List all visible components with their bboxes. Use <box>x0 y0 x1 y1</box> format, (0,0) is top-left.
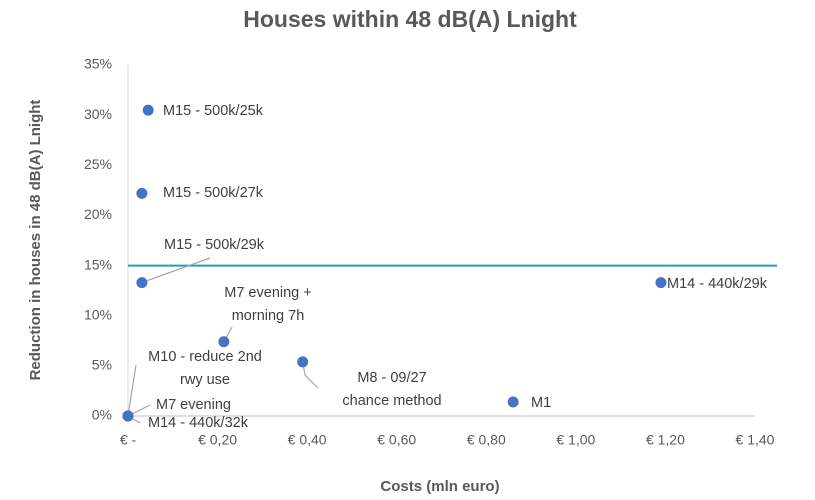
x-tick-label: € 1,20 <box>646 432 685 448</box>
point <box>136 277 148 289</box>
point-label: M15 - 500k/25k <box>163 103 264 119</box>
x-tick-label: € 0,60 <box>377 432 416 448</box>
y-tick-label: 0% <box>92 407 112 423</box>
x-tick-label: € - <box>120 432 137 448</box>
y-tick-label: 15% <box>84 256 112 272</box>
x-axis-title: Costs (mln euro) <box>380 478 499 495</box>
y-tick-label: 30% <box>84 106 112 122</box>
point <box>297 356 309 368</box>
point-label: M10 - reduce 2nd rwy use <box>148 349 262 388</box>
x-tick-label: € 1,40 <box>736 432 775 448</box>
point-label: M7 evening + morning 7h <box>224 285 311 324</box>
point-label: M14 - 440k/32k <box>148 415 249 431</box>
point-label: M15 - 500k/29k <box>164 237 265 253</box>
leader-line <box>141 257 211 284</box>
point-label: M1 <box>531 395 551 411</box>
y-tick-label: 20% <box>84 206 112 222</box>
y-axis-title: Reduction in houses in 48 dB(A) Lnight <box>27 100 44 381</box>
point <box>507 396 519 408</box>
x-tick-label: € 0,40 <box>288 432 327 448</box>
leader-line <box>127 364 137 417</box>
point-label: M8 - 09/27 chance method <box>342 370 441 409</box>
y-tick-label: 25% <box>84 156 112 172</box>
point-label: M14 - 440k/29k <box>667 276 768 292</box>
point <box>218 336 230 348</box>
point-label: M7 evening <box>156 397 231 413</box>
x-tick-label: € 0,80 <box>467 432 506 448</box>
point <box>122 410 134 422</box>
x-tick-label: € 1,00 <box>556 432 595 448</box>
point <box>655 277 667 289</box>
point-label: M15 - 500k/27k <box>163 185 264 201</box>
y-tick-label: 35% <box>84 56 112 72</box>
x-tick-label: € 0,20 <box>198 432 237 448</box>
y-tick-label: 10% <box>84 306 112 322</box>
y-tick-label: 5% <box>92 357 112 373</box>
point <box>136 187 148 199</box>
point <box>142 104 154 116</box>
chart-title: Houses within 48 dB(A) Lnight <box>243 6 577 32</box>
